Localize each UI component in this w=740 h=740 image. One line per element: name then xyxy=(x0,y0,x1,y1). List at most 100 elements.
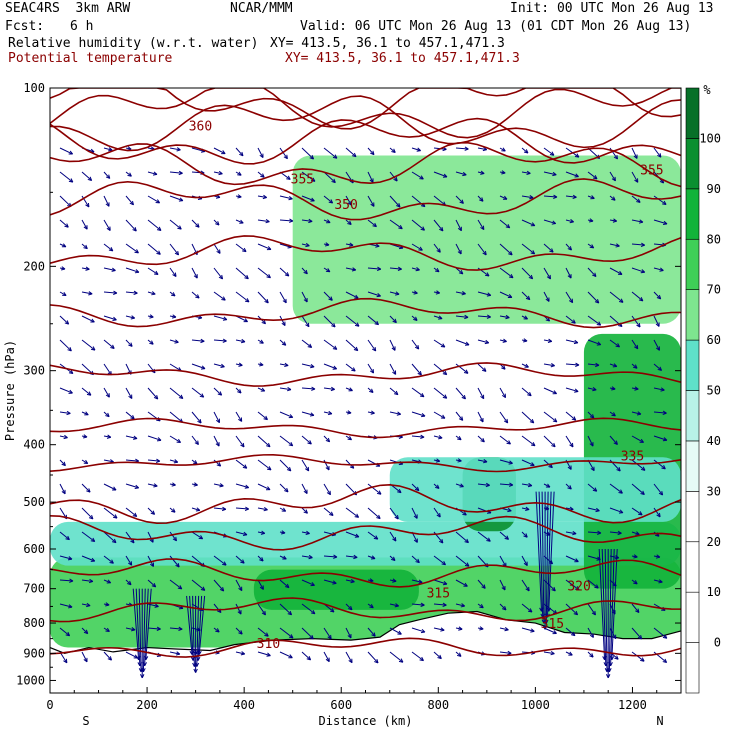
wind-vector-292-head xyxy=(354,294,359,299)
wind-vector-142 xyxy=(191,387,205,398)
wind-vector-193-head xyxy=(240,559,245,564)
wind-vector-187-head xyxy=(238,417,243,422)
wind-vector-424 xyxy=(477,291,491,296)
wind-vector-481-head xyxy=(527,608,533,613)
wind-vector-505-head xyxy=(550,650,555,656)
wind-vector-257 xyxy=(301,507,308,514)
wind-vector-480 xyxy=(521,579,530,592)
wind-vector-187 xyxy=(235,411,243,422)
theta-contour-335 xyxy=(50,454,681,473)
wind-vector-296 xyxy=(345,387,353,392)
wind-vector-611-head xyxy=(655,554,661,559)
wind-vector-316 xyxy=(367,339,377,352)
wind-vector-127-head xyxy=(175,562,180,568)
theta-label-5: 320 xyxy=(567,580,590,595)
wind-vector-588-head xyxy=(635,531,640,536)
wind-vector-142-head xyxy=(199,393,205,398)
wind-vector-363 xyxy=(411,411,426,417)
wind-vector-597-head xyxy=(662,220,668,226)
wind-vector-328 xyxy=(367,627,376,637)
wind-vector-150-head xyxy=(200,586,206,591)
wind-vector-108-head xyxy=(156,626,161,631)
wind-vector-52-head xyxy=(110,344,115,349)
wind-vector-179-head xyxy=(239,219,244,224)
wind-vector-563-head xyxy=(616,467,621,472)
wind-vector-226 xyxy=(279,291,287,304)
wind-vector-577 xyxy=(631,267,645,273)
wind-vector-57 xyxy=(103,459,114,463)
wind-vector-61-head xyxy=(109,559,114,564)
wind-vector-39 xyxy=(81,555,95,562)
wind-vector-592 xyxy=(631,627,643,640)
wind-vector-579 xyxy=(631,315,641,328)
wind-vector-255-head xyxy=(305,466,310,472)
wind-vector-122 xyxy=(169,435,181,443)
wind-vector-180 xyxy=(235,243,247,253)
colorbar-label-0: 0 xyxy=(714,636,721,650)
wind-vector-402-head xyxy=(461,291,466,296)
wind-vector-248 xyxy=(301,291,308,303)
wind-vector-189 xyxy=(235,459,248,469)
wind-vector-533-head xyxy=(592,272,597,277)
wind-vector-222 xyxy=(279,195,293,200)
wind-vector-404-head xyxy=(464,341,470,346)
wind-vector-296-head xyxy=(348,387,353,392)
wind-vector-356-head xyxy=(418,246,423,251)
wind-vector-372-head xyxy=(420,628,426,634)
wind-vector-94-head xyxy=(151,291,156,296)
wind-vector-278-head xyxy=(326,490,331,496)
y-tick-label-800: 800 xyxy=(23,616,45,630)
wind-vector-331-head xyxy=(393,177,398,182)
wind-vector-476-head xyxy=(527,482,533,488)
wind-vector-589-head xyxy=(633,554,638,559)
wind-vector-393-head xyxy=(442,602,447,608)
wind-vector-477-head xyxy=(525,506,530,511)
wind-vector-98 xyxy=(147,387,159,400)
wind-vector-314-head xyxy=(376,292,381,298)
wind-vector-194-head xyxy=(238,586,243,592)
wind-vector-183 xyxy=(235,315,248,323)
wind-vector-479 xyxy=(521,555,528,566)
wind-vector-138-head xyxy=(195,294,200,299)
wind-vector-303 xyxy=(345,555,358,558)
wind-vector-119 xyxy=(169,363,182,372)
wind-vector-210-head xyxy=(266,442,271,448)
wind-vector-400-head xyxy=(457,249,462,255)
wind-vector-49 xyxy=(103,267,116,271)
wind-vector-518-head xyxy=(569,442,574,448)
wind-vector-201 xyxy=(257,219,270,223)
wind-vector-474 xyxy=(521,435,536,447)
wind-vector-126-head xyxy=(172,536,177,542)
wind-vector-394-head xyxy=(440,627,445,632)
wind-vector-220 xyxy=(279,147,288,160)
wind-vector-355-head xyxy=(420,226,425,231)
wind-vector-108 xyxy=(147,627,161,630)
x-tick-label-400: 400 xyxy=(233,698,255,712)
wind-vector-601-head xyxy=(655,322,660,327)
wind-vector-98-head xyxy=(153,395,159,400)
wind-vector-559-head xyxy=(612,363,618,368)
wind-vector-192-head xyxy=(242,531,248,537)
wind-vector-89-head xyxy=(152,171,158,176)
wind-vector-232 xyxy=(279,435,294,447)
wind-vector-161-head xyxy=(222,316,228,321)
wind-vector-135 xyxy=(191,219,200,228)
wind-vector-391-head xyxy=(441,560,446,566)
wind-vector-605-head xyxy=(662,410,667,416)
x-tick-label-1000: 1000 xyxy=(521,698,550,712)
wind-vector-247 xyxy=(301,267,308,275)
y-axis-title: Pressure (hPa) xyxy=(3,340,17,441)
wind-vector-316-head xyxy=(371,346,377,352)
wind-vector-271 xyxy=(323,315,336,328)
wind-vector-352 xyxy=(411,147,421,152)
wind-vector-467 xyxy=(521,267,533,280)
wind-vector-74-head xyxy=(128,342,133,347)
wind-vector-182-head xyxy=(244,298,250,303)
wind-vector-25 xyxy=(81,219,88,230)
wind-vector-8 xyxy=(59,339,72,352)
wind-vector-25-head xyxy=(83,225,88,230)
wind-vector-140 xyxy=(191,339,205,342)
wind-vector-246 xyxy=(301,243,310,247)
wind-vector-555 xyxy=(609,267,623,275)
wind-vector-193 xyxy=(235,555,245,564)
